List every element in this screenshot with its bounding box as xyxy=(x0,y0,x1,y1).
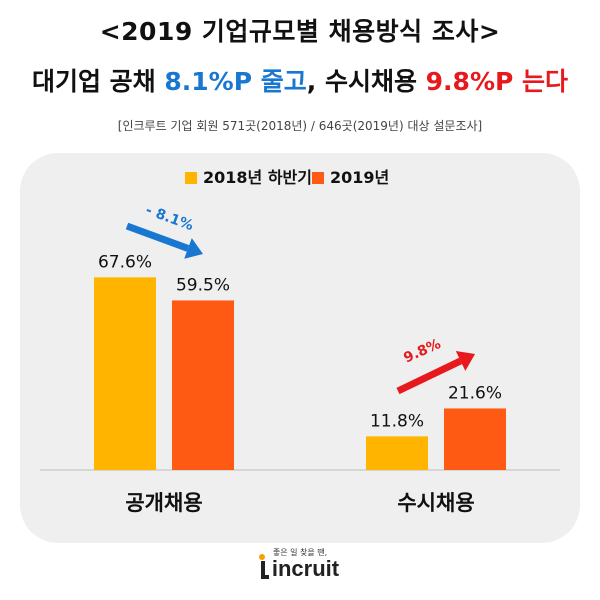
data-label-1-1: 21.6% xyxy=(448,383,502,403)
source-note: [인크루트 기업 회원 571곳(2018년) / 646곳(2019년) 대상… xyxy=(117,119,483,133)
bar-1-1 xyxy=(444,408,506,470)
chart-title: <2019 기업규모별 채용방식 조사> xyxy=(99,17,501,46)
increase-arrow-head xyxy=(455,351,475,371)
subtitle-part-2: 8.1%P 줄고 xyxy=(164,67,307,96)
legend-label-0: 2018년 하반기 xyxy=(203,168,312,187)
legend-label-1: 2019년 xyxy=(330,168,389,187)
bar-0-0 xyxy=(94,277,156,470)
legend-swatch-1 xyxy=(312,172,324,184)
data-label-0-1: 59.5% xyxy=(176,275,230,295)
chart-subtitle: 대기업 공채 8.1%P 줄고, 수시채용 9.8%P 는다 xyxy=(0,62,600,98)
subtitle-part-1: 대기업 공채 xyxy=(31,67,165,96)
logo-mark-icon xyxy=(258,554,269,579)
increase-arrow-shaft xyxy=(396,357,463,395)
category-label-0: 공개채용 xyxy=(125,491,202,515)
decrease-arrow-head xyxy=(184,238,203,259)
subtitle-part-3: , 수시채용 xyxy=(306,67,426,96)
logo-text: incruit xyxy=(271,556,340,581)
incruit-logo: incruit xyxy=(0,554,600,582)
category-label-1: 수시채용 xyxy=(397,491,474,515)
bar-0-1 xyxy=(172,300,234,470)
increase-annotation-label: 9.8% xyxy=(401,336,443,366)
footer-tagline: 좋은 일 찾을 땐, xyxy=(272,548,328,557)
bar-1-0 xyxy=(366,436,428,470)
decrease-arrow-shaft xyxy=(125,222,190,252)
data-label-1-0: 11.8% xyxy=(370,411,424,431)
decrease-annotation-label: - 8.1% xyxy=(143,202,195,234)
legend-swatch-0 xyxy=(185,172,197,184)
data-label-0-0: 67.6% xyxy=(98,252,152,272)
subtitle-part-4: 9.8%P 는다 xyxy=(425,67,569,96)
